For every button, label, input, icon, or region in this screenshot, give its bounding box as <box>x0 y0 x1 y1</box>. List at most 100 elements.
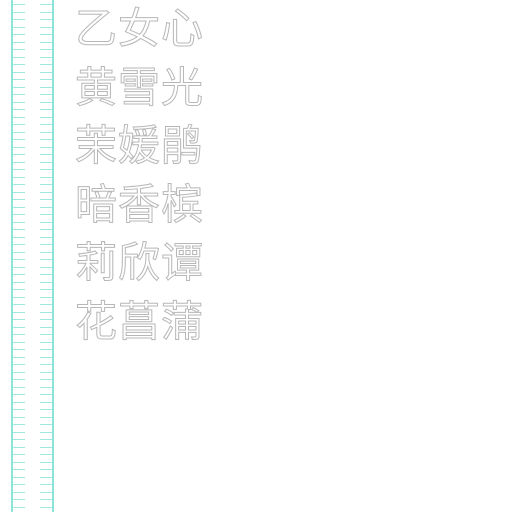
ruler-tick <box>13 19 25 20</box>
ruler-tick <box>13 349 25 350</box>
ruler-tick <box>40 57 52 58</box>
ruler-tick <box>13 289 25 290</box>
ruler-tick <box>13 169 25 170</box>
ruler-tick <box>40 499 52 500</box>
ruler-tick <box>40 229 52 230</box>
ruler-tick <box>40 177 52 178</box>
ruler-tick <box>13 229 25 230</box>
ruler-tick <box>40 289 52 290</box>
ruler-tick <box>13 402 25 403</box>
ruler-tick <box>13 184 25 185</box>
ruler-tick <box>13 4 25 5</box>
ruler-tick <box>40 402 52 403</box>
ruler-tick <box>40 409 52 410</box>
ruler-tick <box>40 237 52 238</box>
ruler-tick <box>40 297 52 298</box>
ruler-tick <box>40 259 52 260</box>
ruler-tick <box>40 454 52 455</box>
ruler-tick <box>40 12 52 13</box>
ruler-tick <box>40 139 52 140</box>
ruler-tick <box>13 499 25 500</box>
ruler-tick <box>13 327 25 328</box>
ruler-tick <box>40 492 52 493</box>
ruler-tick <box>13 87 25 88</box>
ruler-tick <box>13 409 25 410</box>
ruler-tick <box>40 109 52 110</box>
ruler-tick <box>13 387 25 388</box>
ruler-tick <box>13 214 25 215</box>
ruler-tick <box>40 184 52 185</box>
name-item: 乙女心 <box>74 4 205 53</box>
ruler-tick <box>40 27 52 28</box>
ruler-tick <box>13 34 25 35</box>
ruler-tick <box>13 199 25 200</box>
ruler-tick <box>40 432 52 433</box>
ruler-tick <box>13 454 25 455</box>
ruler-tick <box>40 199 52 200</box>
name-item: 莉欣谭 <box>74 238 205 287</box>
ruler-tick <box>40 379 52 380</box>
ruler-tick <box>40 462 52 463</box>
ruler-tick <box>40 214 52 215</box>
ruler-tick <box>40 424 52 425</box>
ruler-tick <box>40 117 52 118</box>
ruler-tick <box>40 162 52 163</box>
ruler-tick <box>40 64 52 65</box>
ruler-tick <box>13 282 25 283</box>
ruler-tick <box>40 304 52 305</box>
name-list: 乙女心 黄雪光 茉媛鹃 暗香槟 莉欣谭 花菖蒲 <box>74 4 205 357</box>
ruler-tick <box>13 109 25 110</box>
ruler-tick <box>13 237 25 238</box>
ruler-tick <box>13 192 25 193</box>
ruler-tick <box>13 79 25 80</box>
ruler-tick <box>40 102 52 103</box>
ruler-tick <box>13 259 25 260</box>
ruler-tick <box>13 484 25 485</box>
ruler-line-right <box>52 0 54 512</box>
ruler-tick <box>40 312 52 313</box>
ruler-tick <box>40 439 52 440</box>
ruler-tick <box>13 27 25 28</box>
ruler-tick <box>13 364 25 365</box>
ruler-tick <box>40 169 52 170</box>
ruler-tick <box>13 177 25 178</box>
ruler-tick <box>13 124 25 125</box>
ruler-tick <box>13 357 25 358</box>
ruler-tick <box>40 469 52 470</box>
ruler-tick <box>40 507 52 508</box>
ruler-guide <box>0 0 60 512</box>
name-item: 茉媛鹃 <box>74 121 205 170</box>
ruler-tick <box>40 49 52 50</box>
ruler-tick <box>13 147 25 148</box>
ruler-tick <box>40 319 52 320</box>
ruler-tick <box>40 477 52 478</box>
ruler-tick <box>13 417 25 418</box>
ruler-tick <box>40 72 52 73</box>
ruler-line-left <box>11 0 13 512</box>
ruler-tick <box>40 267 52 268</box>
ruler-tick <box>40 124 52 125</box>
ruler-tick <box>13 64 25 65</box>
ruler-tick <box>40 484 52 485</box>
ruler-tick <box>13 139 25 140</box>
ruler-tick <box>40 222 52 223</box>
ruler-tick <box>13 162 25 163</box>
ruler-tick <box>40 394 52 395</box>
ruler-tick <box>13 462 25 463</box>
ruler-tick <box>13 72 25 73</box>
ruler-tick <box>40 372 52 373</box>
ruler-tick <box>40 154 52 155</box>
ruler-tick <box>13 469 25 470</box>
ruler-tick <box>40 417 52 418</box>
ruler-tick <box>40 252 52 253</box>
ruler-tick <box>40 19 52 20</box>
ruler-tick <box>40 42 52 43</box>
ruler-tick <box>13 319 25 320</box>
ruler-tick <box>13 207 25 208</box>
name-item: 黄雪光 <box>74 62 205 112</box>
ruler-tick <box>13 244 25 245</box>
ruler-tick <box>40 147 52 148</box>
ruler-tick <box>13 379 25 380</box>
ruler-tick <box>40 334 52 335</box>
ruler-tick <box>40 192 52 193</box>
